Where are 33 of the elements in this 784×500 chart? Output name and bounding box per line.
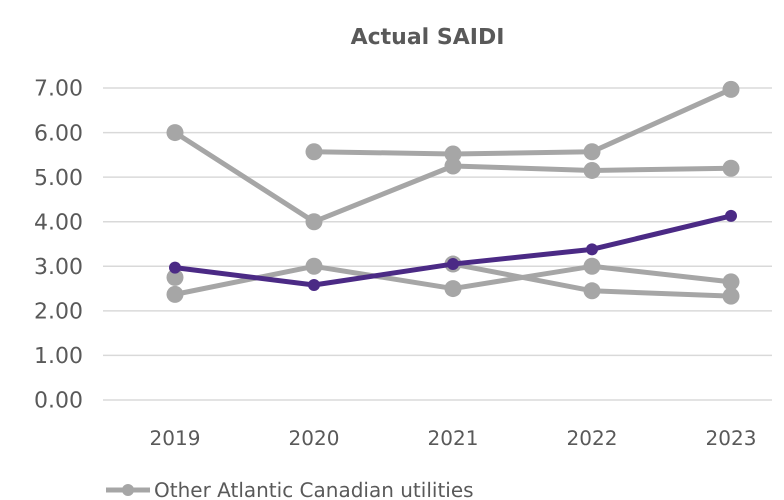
y-tick-label: 6.00 <box>34 121 83 146</box>
y-tick-label: 3.00 <box>34 254 83 280</box>
point <box>444 280 462 298</box>
point <box>584 282 600 300</box>
point <box>306 258 322 275</box>
point <box>584 143 600 160</box>
point <box>584 162 600 179</box>
x-tick-label: 2019 <box>150 426 200 450</box>
y-tick-label: 2.00 <box>34 300 83 325</box>
x-tick-label: 2023 <box>706 426 756 450</box>
y-tick-label: 4.00 <box>34 210 83 236</box>
point <box>722 160 740 177</box>
point <box>166 286 184 303</box>
point <box>308 279 320 292</box>
y-tick-label: 0.00 <box>34 388 83 414</box>
point <box>586 243 598 256</box>
point <box>722 80 740 98</box>
point <box>306 213 322 230</box>
x-tick-label: 2022 <box>566 426 618 450</box>
x-tick-label: 2020 <box>288 426 340 450</box>
point <box>166 124 184 142</box>
point <box>306 143 322 160</box>
point <box>725 210 737 222</box>
point <box>722 288 740 305</box>
y-tick-label: 5.00 <box>34 166 83 191</box>
point <box>722 273 740 290</box>
point <box>169 262 181 274</box>
chart-title: Actual SAIDI <box>350 25 504 50</box>
y-tick-label: 1.00 <box>34 344 83 370</box>
legend-label: Other Atlantic Canadian utilities <box>154 478 474 500</box>
x-tick-label: 2021 <box>428 426 478 450</box>
y-tick-label: 7.00 <box>34 76 83 102</box>
point <box>584 258 600 275</box>
